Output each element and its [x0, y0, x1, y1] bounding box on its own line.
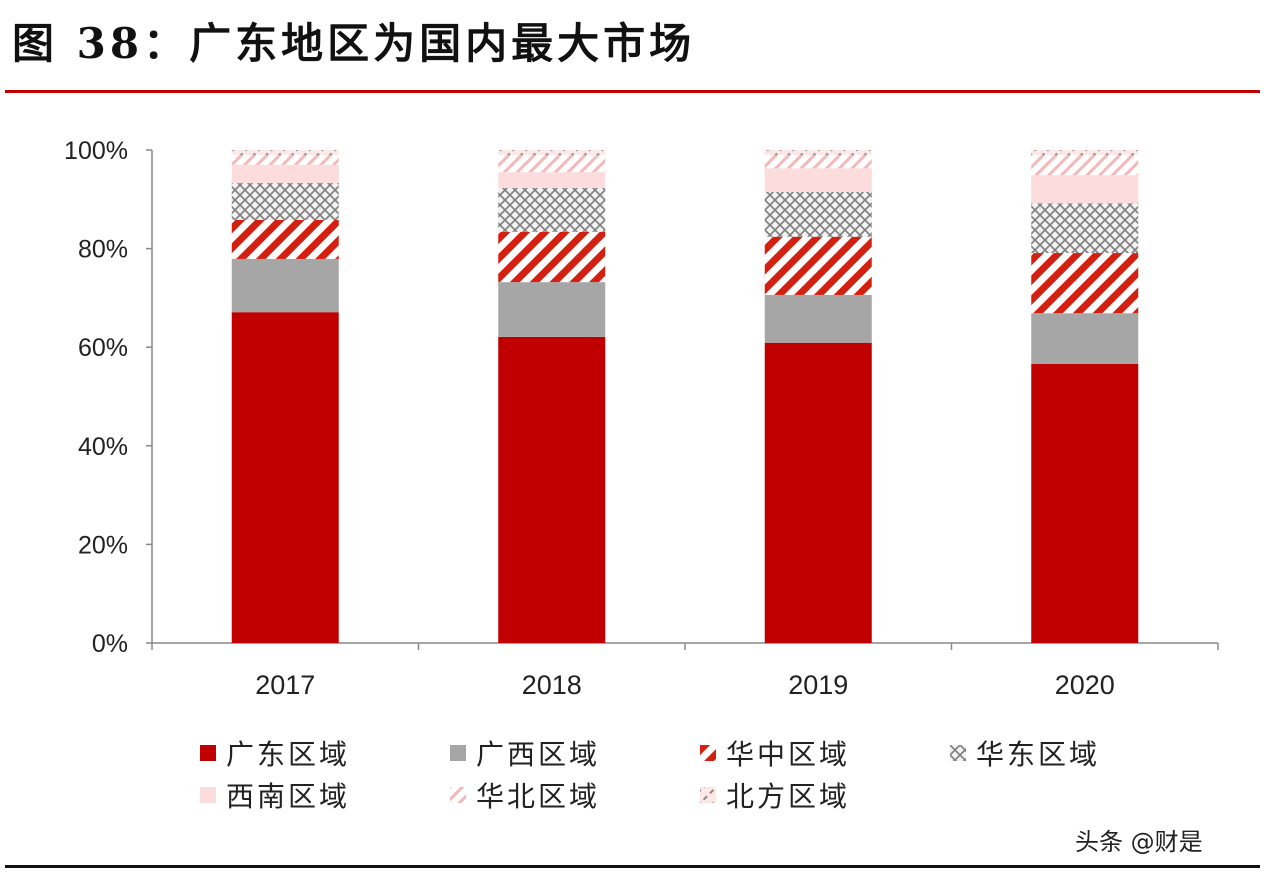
bar-segment-2020-华北区域 — [1031, 154, 1139, 176]
x-tick-label: 2018 — [522, 670, 582, 700]
y-tick-label: 0% — [92, 630, 128, 658]
bar-segment-2018-北方区域 — [498, 150, 606, 155]
y-tick-label: 40% — [78, 433, 128, 461]
bar-segment-2019-广西区域 — [764, 294, 872, 343]
title-divider — [5, 90, 1260, 93]
legend-label: 北方区域 — [726, 780, 850, 813]
x-tick-label: 2020 — [1055, 670, 1115, 700]
legend-label: 西南区域 — [226, 780, 350, 813]
watermark: 头条 @财是 — [1075, 828, 1203, 856]
x-tick-label: 2019 — [788, 670, 848, 700]
y-tick-label: 60% — [78, 334, 128, 362]
legend-swatch — [700, 787, 716, 803]
legend-label: 广东区域 — [226, 738, 350, 771]
bar-segment-2018-广西区域 — [498, 282, 606, 337]
bar-segment-2018-西南区域 — [498, 172, 606, 188]
bar-segment-2017-北方区域 — [231, 150, 339, 155]
bar-segment-2019-华东区域 — [764, 191, 872, 237]
y-tick-label: 20% — [78, 531, 128, 559]
bar-segment-2018-华东区域 — [498, 187, 606, 232]
y-tick-label: 80% — [78, 236, 128, 264]
bar-segment-2017-华东区域 — [231, 183, 339, 221]
x-tick-label: 2017 — [255, 670, 315, 700]
bar-segment-2017-广东区域 — [231, 312, 339, 643]
bar-segment-2020-北方区域 — [1031, 150, 1139, 155]
legend-label: 华中区域 — [726, 738, 850, 771]
bar-segment-2020-广西区域 — [1031, 313, 1139, 364]
legend-swatch — [200, 745, 216, 761]
bar-segment-2019-华北区域 — [764, 154, 872, 169]
legend-swatch — [450, 745, 466, 761]
bar-segment-2019-华中区域 — [764, 236, 872, 295]
bar-segment-2020-西南区域 — [1031, 175, 1139, 204]
bar-segment-2020-华中区域 — [1031, 253, 1139, 314]
bar-segment-2017-西南区域 — [231, 164, 339, 184]
bar-segment-2019-广东区域 — [764, 342, 872, 643]
legend-swatch — [700, 745, 716, 761]
bar-segment-2018-华中区域 — [498, 231, 606, 283]
legend-label: 华东区域 — [976, 738, 1100, 771]
bar-segment-2017-广西区域 — [231, 258, 339, 313]
legend-swatch — [450, 787, 466, 803]
bar-segment-2020-华东区域 — [1031, 203, 1139, 254]
bottom-divider — [5, 865, 1260, 868]
bar-segment-2018-广东区域 — [498, 336, 606, 643]
bar-segment-2019-西南区域 — [764, 168, 872, 192]
y-tick-label: 100% — [64, 137, 128, 165]
bar-segment-2019-北方区域 — [764, 150, 872, 155]
legend-swatch — [200, 787, 216, 803]
chart-title: 图 38：广东地区为国内最大市场 — [12, 19, 696, 68]
legend-label: 广西区域 — [476, 738, 600, 771]
bar-segment-2017-华中区域 — [231, 220, 339, 259]
bar-segment-2018-华北区域 — [498, 154, 606, 173]
legend-swatch — [950, 745, 966, 761]
bar-segment-2017-华北区域 — [231, 154, 339, 165]
legend-label: 华北区域 — [476, 780, 600, 813]
bar-segment-2020-广东区域 — [1031, 363, 1139, 643]
